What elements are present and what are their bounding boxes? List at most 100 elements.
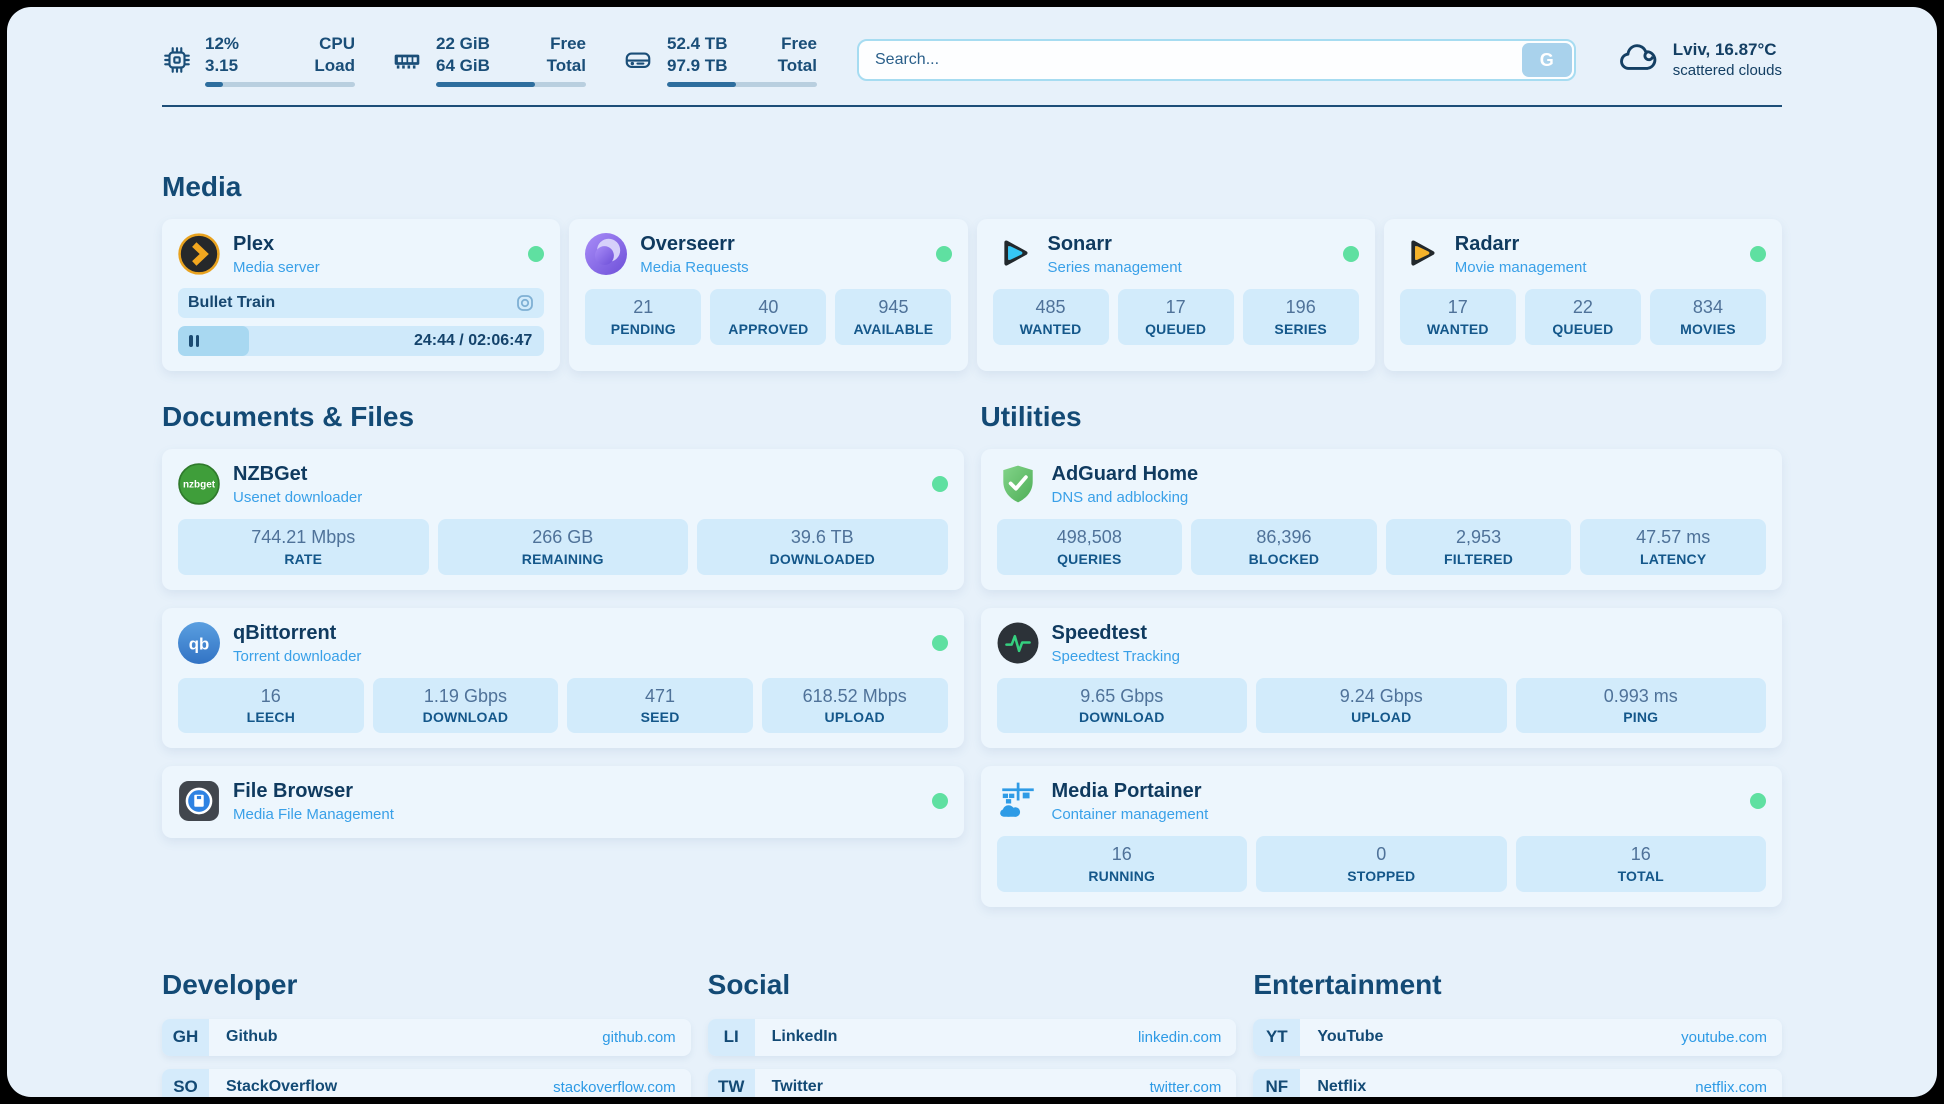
plex-icon (178, 233, 220, 275)
cpu-progress-fill (205, 82, 223, 88)
online-status-dot (1342, 246, 1359, 263)
now-playing-title: Bullet Train (188, 294, 276, 312)
disk-label: Free (781, 34, 817, 53)
svg-text:nzbget: nzbget (183, 480, 216, 491)
search-engine-button[interactable]: G (1521, 43, 1572, 78)
section-title-media: Media (162, 171, 242, 203)
header-divider (162, 105, 1782, 108)
link-netflix[interactable]: NF Netflix netflix.com (1253, 1068, 1782, 1097)
cpu-usage: 12% (205, 34, 240, 53)
search-input[interactable] (857, 39, 1576, 82)
link-linkedin[interactable]: LI LinkedIn linkedin.com (707, 1018, 1237, 1056)
radarr-icon (1400, 233, 1442, 275)
playback-time: 24:44 / 02:06:47 (413, 332, 533, 350)
link-stackoverflow[interactable]: SO StackOverflow stackoverflow.com (162, 1068, 691, 1097)
now-playing-bar: Bullet Train (178, 288, 545, 319)
app-subtitle: Torrent downloader (233, 647, 362, 665)
stat-pill: 16 TOTAL (1515, 836, 1766, 892)
disk-progress-bar (667, 82, 817, 88)
disk-total: 97.9 TB (667, 56, 728, 76)
stat-pill: 618.52 Mbps UPLOAD (761, 677, 948, 734)
portainer-card[interactable]: Media Portainer Container management 16 R… (980, 766, 1782, 907)
settings-icon[interactable] (516, 294, 534, 312)
link-abbr-badge: NF (1253, 1068, 1301, 1097)
stat-pill: 0.993 ms PING (1515, 677, 1766, 734)
online-status-dot (931, 793, 948, 810)
app-subtitle: Container management (1051, 806, 1209, 824)
app-title: Sonarr (1047, 233, 1112, 256)
stat-pill: 22 QUEUED (1524, 289, 1641, 345)
link-abbr-badge: SO (162, 1068, 209, 1097)
qbittorrent-card[interactable]: qb qBittorrent Torrent downloader 16 LEEC… (162, 607, 964, 749)
stat-pill: 196 SERIES (1242, 289, 1359, 345)
link-youtube[interactable]: YT YouTube youtube.com (1253, 1018, 1782, 1056)
adguard-card[interactable]: AdGuard Home DNS and adblocking 498,508 Q… (980, 449, 1782, 590)
stat-pill: 17 QUEUED (1117, 289, 1234, 345)
plex-card[interactable]: Plex Media server Bullet Train 24:44 / 0… (162, 219, 561, 372)
stat-pill: 47.57 ms LATENCY (1580, 519, 1766, 575)
link-abbr-badge: TW (707, 1068, 755, 1097)
svg-text:qb: qb (189, 634, 210, 653)
stat-pill: 0 STOPPED (1256, 836, 1507, 892)
disk-progress-fill (667, 82, 736, 88)
app-title: Overseerr (640, 233, 735, 256)
stat-pill: 498,508 QUERIES (996, 519, 1183, 575)
social-column: Social LI LinkedIn linkedin.com TW Twitt… (707, 969, 1237, 1097)
stat-pill: 17 WANTED (1399, 289, 1516, 345)
nzbget-card[interactable]: nzbget NZBGet Usenet downloader 744.21 M… (162, 449, 964, 590)
cpu-label: CPU (319, 34, 355, 53)
ram-free: 22 GiB (436, 34, 490, 53)
overseerr-card[interactable]: Overseerr Media Requests 21 PENDING 40 APP… (569, 219, 968, 372)
qbittorrent-icon: qb (178, 621, 220, 664)
stat-pill: 471 SEED (567, 677, 753, 734)
documents-column: Documents & Files nzbget NZBGet U (162, 401, 964, 907)
link-github[interactable]: GH Github github.com (162, 1018, 691, 1056)
app-subtitle: Movie management (1454, 259, 1587, 277)
stat-pill: 1.19 Gbps DOWNLOAD (372, 677, 559, 734)
sonarr-icon (993, 233, 1035, 275)
weather-location-temp: Lviv, 16.87°C (1672, 39, 1777, 59)
filebrowser-card[interactable]: File Browser Media File Management (162, 766, 964, 839)
app-title: Radarr (1454, 233, 1520, 256)
speedtest-card[interactable]: Speedtest Speedtest Tracking 9.65 Gbps DO… (980, 607, 1782, 749)
disk-stat: 52.4 TB 97.9 TB Free Total (622, 33, 817, 88)
ram-progress-bar (436, 82, 586, 88)
utilities-column: Utilities AdGuard Home (980, 401, 1782, 907)
app-title: Plex (233, 233, 275, 256)
ram-sublabel: Total (546, 56, 586, 76)
ram-stat: 22 GiB 64 GiB Free Total (391, 33, 586, 88)
weather-widget: Lviv, 16.87°C scattered clouds (1616, 39, 1782, 82)
top-bar: 12% 3.15 CPU Load 22 GiB 64 GiB (162, 33, 1782, 88)
app-title: NZBGet (233, 463, 308, 486)
radarr-card[interactable]: Radarr Movie management 17 WANTED 22 QUEUE… (1383, 219, 1782, 372)
section-title-documents: Documents & Files (162, 401, 415, 433)
ram-total: 64 GiB (436, 56, 490, 76)
pause-icon[interactable] (189, 335, 199, 348)
playback-progress-fill (178, 326, 250, 357)
link-twitter[interactable]: TW Twitter twitter.com (707, 1068, 1237, 1097)
disk-icon (622, 45, 654, 75)
speedtest-icon (997, 622, 1039, 664)
section-title-entertainment: Entertainment (1253, 968, 1442, 1000)
stat-pill: 39.6 TB DOWNLOADED (697, 519, 948, 575)
app-subtitle: Usenet downloader (233, 489, 363, 507)
link-abbr-badge: GH (162, 1018, 209, 1056)
app-subtitle: DNS and adblocking (1051, 489, 1189, 507)
stat-pill: 2,953 FILTERED (1385, 519, 1572, 575)
stat-pill: 945 AVAILABLE (835, 289, 952, 345)
app-title: qBittorrent (233, 621, 337, 644)
link-abbr-badge: LI (707, 1018, 755, 1056)
stat-pill: 21 PENDING (585, 289, 702, 345)
weather-condition: scattered clouds (1672, 62, 1782, 80)
cpu-icon (162, 45, 192, 75)
section-title-developer: Developer (162, 968, 298, 1000)
stat-pill: 744.21 Mbps RATE (178, 519, 429, 575)
stat-pill: 9.24 Gbps UPLOAD (1256, 677, 1507, 734)
stat-pill: 16 LEECH (178, 677, 364, 734)
filebrowser-icon (178, 780, 220, 822)
ram-label: Free (550, 34, 586, 53)
stat-pill: 40 APPROVED (710, 289, 827, 345)
ram-progress-fill (436, 82, 535, 88)
playback-progress[interactable]: 24:44 / 02:06:47 (178, 326, 545, 357)
sonarr-card[interactable]: Sonarr Series management 485 WANTED 17 QUE… (976, 219, 1375, 372)
